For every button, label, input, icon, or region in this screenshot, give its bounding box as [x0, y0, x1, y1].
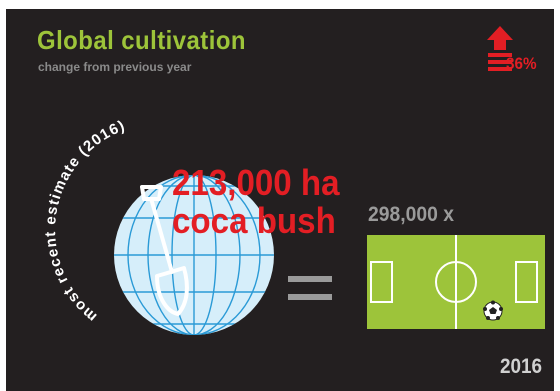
arrow-up-icon	[487, 26, 513, 71]
soccer-ball-icon	[483, 300, 503, 321]
fields-count: 298,000 x	[368, 203, 454, 226]
area-crop: coca bush	[172, 200, 336, 241]
soccer-field-icon	[367, 235, 545, 329]
area-value: 213,000 ha	[172, 162, 340, 203]
estimate-arc-label: most recent estimate (2016)	[42, 117, 128, 325]
area-estimate: 213,000 ha coca bush	[172, 164, 340, 240]
equals-icon	[288, 276, 332, 300]
shovel-icon	[140, 185, 189, 316]
change-value: 36%	[506, 54, 537, 73]
page-subtitle: change from previous year	[38, 60, 192, 74]
page-title: Global cultivation	[37, 25, 246, 55]
year-label: 2016	[500, 355, 543, 378]
